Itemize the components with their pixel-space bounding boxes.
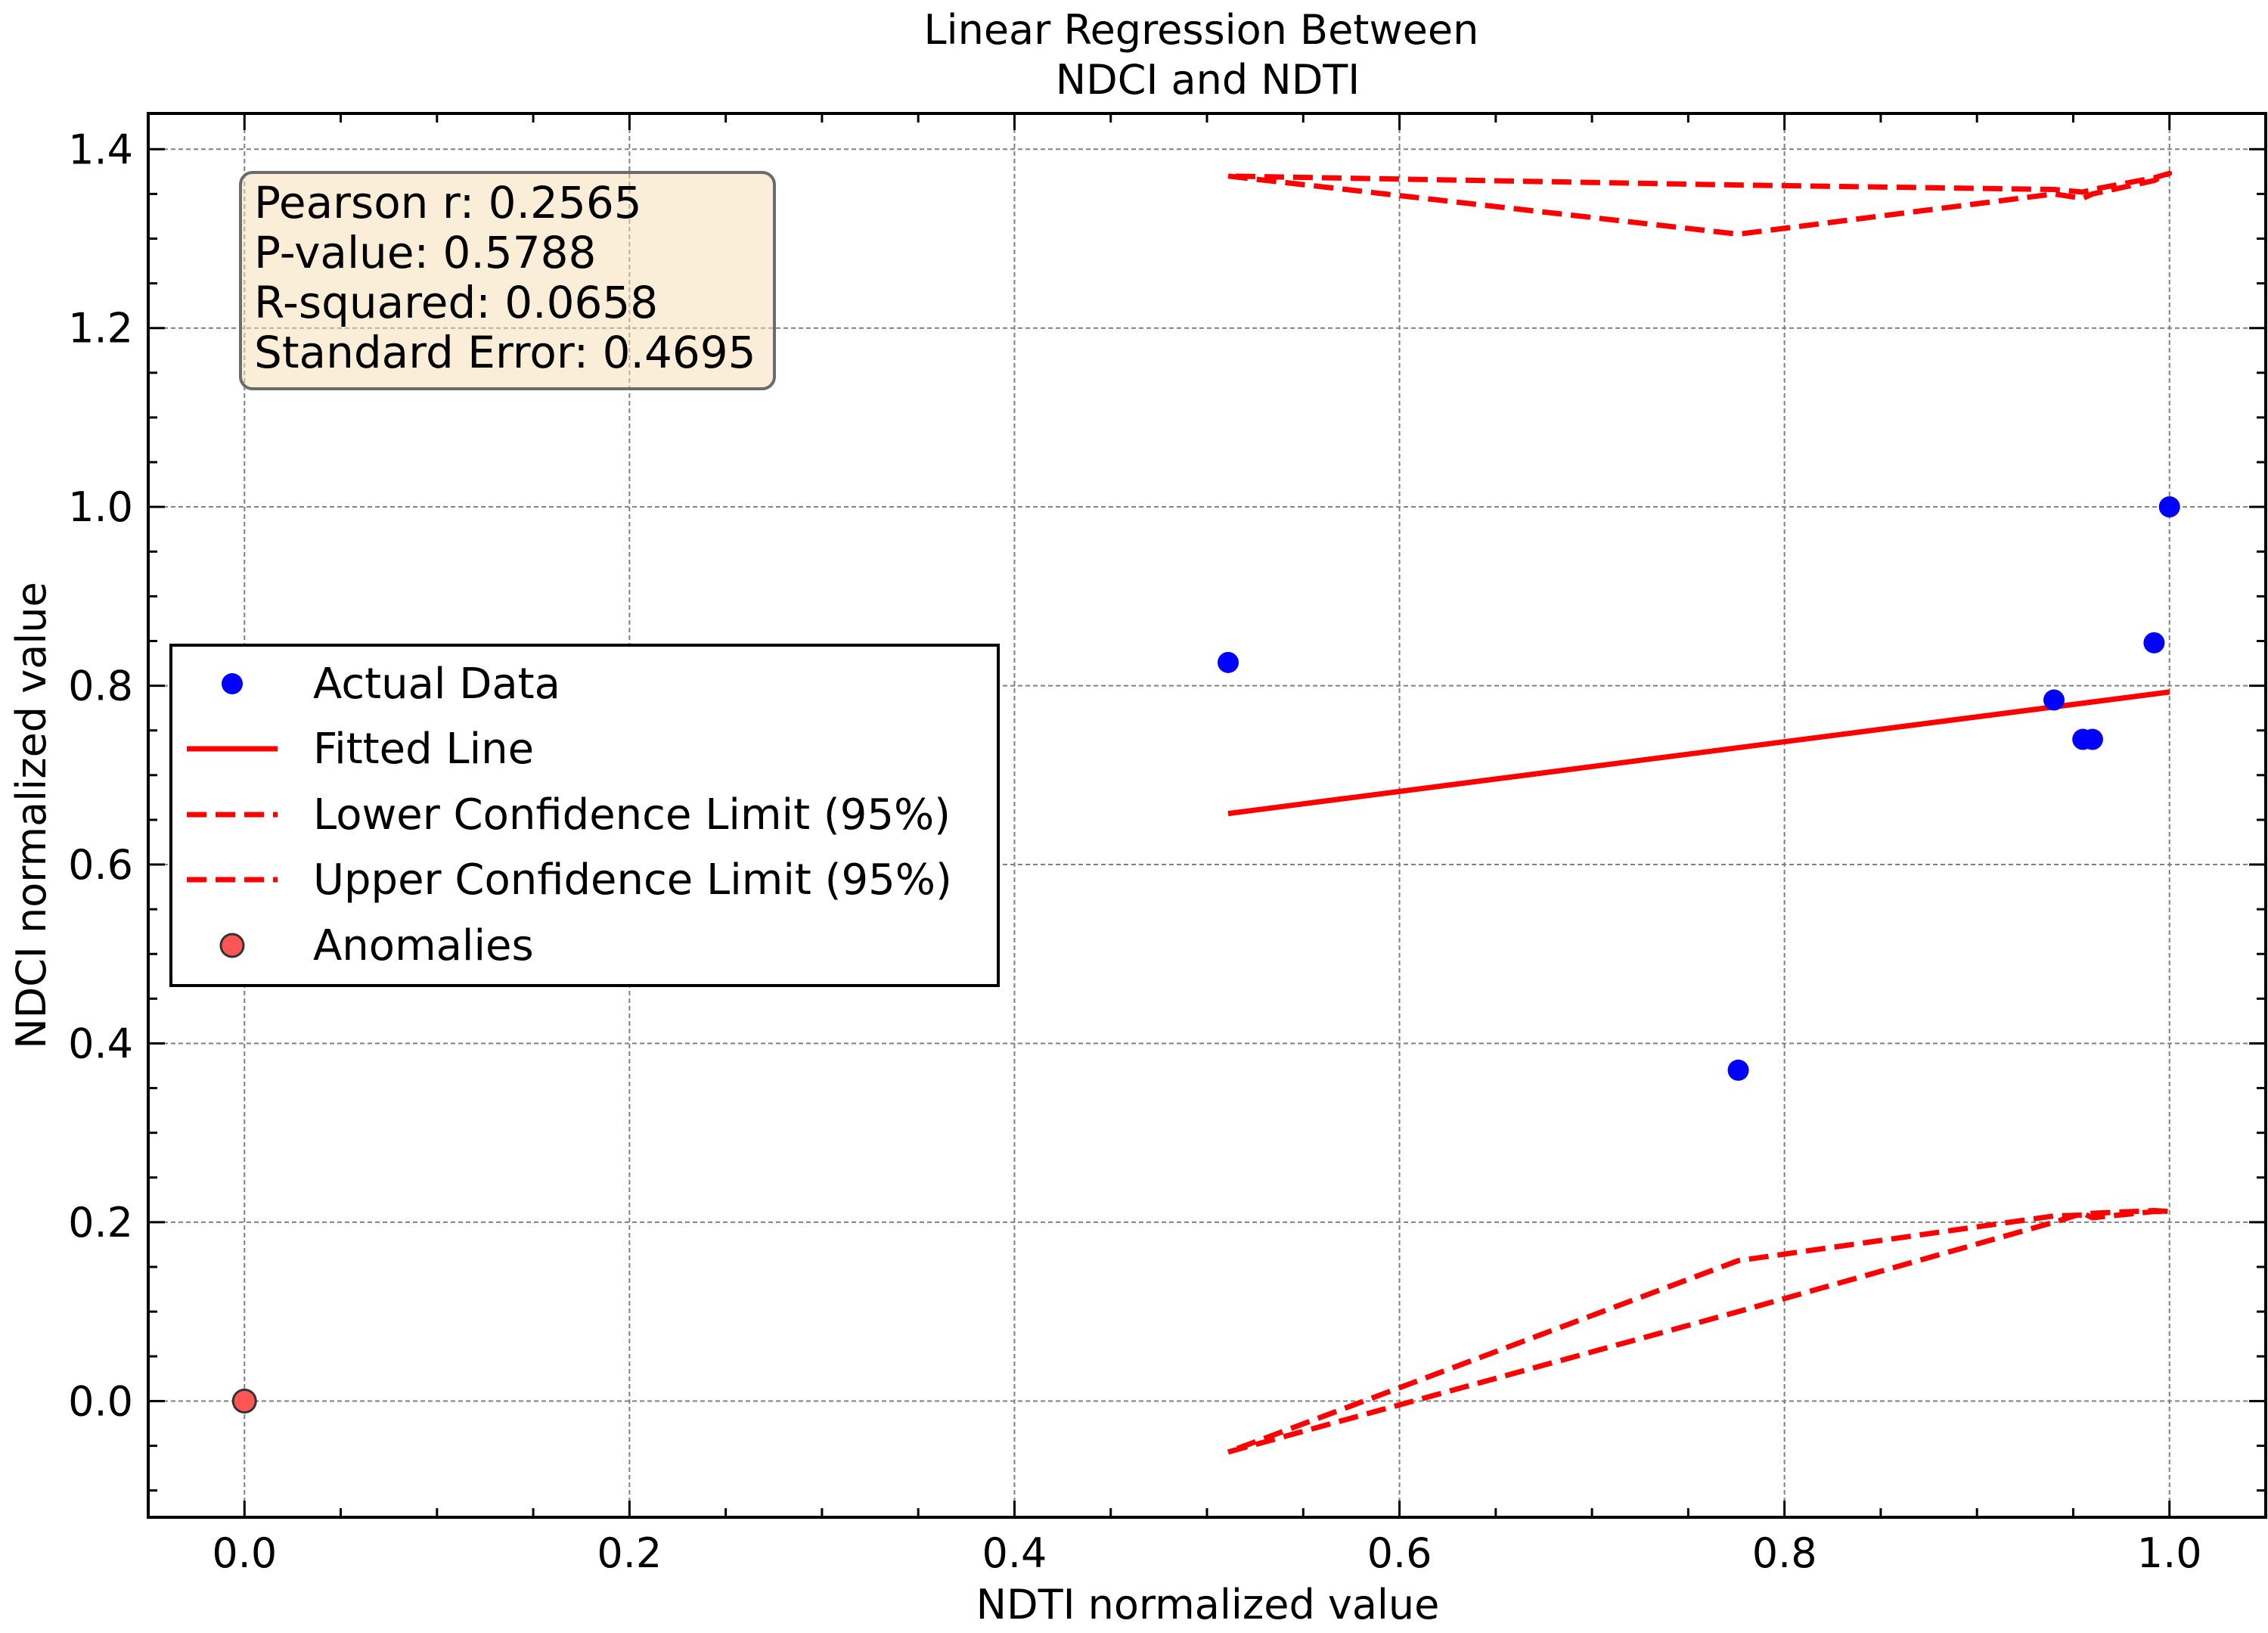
fitted-line-line [1227,689,2170,817]
stats-box-background [239,171,776,390]
x-tick-label: 1.0 [2137,1529,2202,1577]
stats-r-squared: R-squared: 0.0658 [254,277,658,328]
chart-title-line-1: Linear Regression Between [924,6,1479,54]
tick-labels: 0.0 0.2 0.4 0.6 0.8 1.0 0.0 0.2 0.4 0.6 0.8 1.0 1.2 1… [68,126,2202,1577]
y-tick-label: 1.2 [68,305,133,352]
legend-marker-anomalies [219,933,245,958]
actual-data-point [2158,496,2180,518]
legend-frame [169,644,1000,987]
y-tick-label: 1.0 [68,483,133,531]
chart-title-line-2: NDCI and NDTI [1056,56,1360,104]
legend-marker-actual-data [222,673,243,694]
legend-label-lower-confidence: Lower Confidence Limit (95%) [313,790,951,840]
y-tick-label: 1.4 [68,126,133,173]
y-tick-label: 0.2 [68,1199,133,1246]
x-tick-label: 0.6 [1367,1529,1432,1577]
x-tick-label: 0.8 [1752,1529,1817,1577]
legend-label-anomalies: Anomalies [313,921,534,970]
stats-box: Pearson r: 0.2565 P-value: 0.5788 R-squa… [239,171,776,390]
stats-pearson-r: Pearson r: 0.2565 [254,177,642,228]
plot-frame [147,112,2267,1519]
actual-data-point [2143,632,2165,654]
grid [148,113,2266,1517]
anomalies-point [231,1388,257,1414]
y-axis-label: NDCI normalized value [8,582,55,1049]
legend-label-upper-confidence: Upper Confidence Limit (95%) [313,855,952,905]
legend: Actual Data Fitted Line Lower Confidence… [169,644,1000,987]
legend-label-actual-data: Actual Data [313,660,560,709]
actual-data-point [2043,689,2065,711]
y-tick-label: 0.6 [68,841,133,889]
stats-standard-error: Standard Error: 0.4695 [254,327,756,378]
actual-data-point [2081,728,2103,750]
legend-label-fitted-line: Fitted Line [313,725,534,774]
stats-p-value: P-value: 0.5788 [254,227,596,278]
actual-data-point [1727,1059,1749,1081]
lower-confidence-limit-95-line [1227,1208,2173,1455]
actual-data-point [1218,651,1239,673]
data-series [231,170,2180,1455]
y-tick-label: 0.0 [68,1377,133,1425]
x-tick-label: 0.2 [597,1529,662,1577]
x-tick-label: 0.4 [982,1529,1047,1577]
x-axis-label: NDTI normalized value [976,1581,1440,1628]
upper-confidence-limit-95-line [1227,170,2173,237]
chart-title: Linear Regression Between NDCI and NDTI [924,6,1492,104]
x-tick-label: 0.0 [212,1529,277,1577]
y-tick-label: 0.4 [68,1020,133,1067]
y-tick-label: 0.8 [68,663,133,710]
